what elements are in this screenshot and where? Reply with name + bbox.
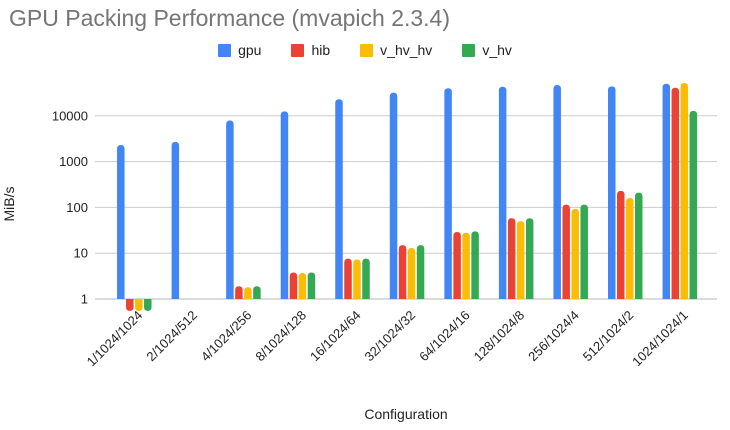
legend-swatch-gpu [218,43,232,57]
x-axis-title: Configuration [364,406,448,422]
x-tick-label: 1/1024/1024 [84,308,146,370]
y-tick-label: 100 [66,200,88,215]
bar-v_hv_hv-7[interactable] [516,221,525,299]
bar-hib-9[interactable] [617,190,625,299]
legend-item-v_hv_hv[interactable]: v_hv_hv [360,42,432,58]
legend: gpu hib v_hv_hv v_hv [0,40,730,60]
legend-label: v_hv_hv [380,42,433,58]
y-axis-title: MiB/s [1,186,17,222]
bar-gpu-1[interactable] [171,141,180,299]
bar-gpu-3[interactable] [280,111,289,300]
bar-hib-6[interactable] [453,232,461,299]
bar-hib-2[interactable] [235,286,243,299]
bar-v_hv_hv-9[interactable] [626,198,634,299]
bar-v_hv_hv-5[interactable] [407,247,416,299]
bar-v_hv_hv-8[interactable] [571,208,579,299]
legend-label: hib [311,42,331,58]
bar-v_hv-10[interactable] [689,110,698,299]
bar-v_hv-8[interactable] [580,204,588,299]
y-tick-label: 1000 [59,154,88,169]
bar-gpu-8[interactable] [553,85,561,300]
bar-v_hv-3[interactable] [307,272,316,299]
x-tick-label: 2/1024/512 [143,308,200,365]
bar-v_hv-4[interactable] [362,258,370,299]
x-tick-label: 128/1024/8 [471,308,528,365]
x-tick-label: 16/1024/64 [307,308,364,365]
bar-v_hv-9[interactable] [635,192,643,299]
legend-item-v_hv[interactable]: v_hv [462,42,512,58]
bar-v_hv_hv-3[interactable] [298,272,307,299]
x-tick-label: 256/1024/4 [525,308,582,365]
bar-v_hv_hv-0[interactable] [135,299,143,311]
legend-swatch-hib [291,43,305,57]
bar-gpu-0[interactable] [117,145,125,299]
bar-v_hv-2[interactable] [253,286,261,299]
bar-v_hv_hv-4[interactable] [353,259,361,299]
bar-hib-4[interactable] [344,258,352,299]
bar-v_hv_hv-10[interactable] [680,83,689,299]
legend-label: gpu [238,42,262,58]
x-tick-label: 4/1024/256 [198,308,255,365]
bar-gpu-4[interactable] [335,99,343,299]
bar-gpu-9[interactable] [608,86,616,299]
x-tick-label: 8/1024/128 [252,308,309,365]
legend-item-gpu[interactable]: gpu [218,42,261,58]
bar-gpu-10[interactable] [662,83,671,299]
bar-hib-8[interactable] [562,204,570,299]
x-tick-label: 32/1024/32 [362,308,419,365]
bar-hib-5[interactable] [398,245,407,299]
bar-v_hv-6[interactable] [471,231,479,299]
y-tick-label: 1 [81,292,88,307]
chart-title: GPU Packing Performance (mvapich 2.3.4) [9,5,451,31]
bar-v_hv-5[interactable] [416,245,425,299]
y-tick-label: 10000 [52,108,88,123]
x-tick-label: 512/1024/2 [580,308,637,365]
bar-v_hv_hv-2[interactable] [244,287,252,299]
bar-gpu-5[interactable] [389,92,398,300]
x-tick-label: 1024/1024/1 [629,308,691,370]
bar-hib-3[interactable] [289,272,298,299]
bar-v_hv_hv-6[interactable] [462,232,470,299]
x-tick-label: 64/1024/16 [416,308,473,365]
legend-swatch-v_hv [462,43,476,57]
bar-hib-0[interactable] [126,299,134,311]
bar-gpu-6[interactable] [444,88,452,300]
bar-hib-7[interactable] [507,218,516,299]
bar-gpu-2[interactable] [226,120,234,299]
bar-hib-10[interactable] [671,87,680,299]
legend-item-hib[interactable]: hib [291,42,330,58]
y-tick-label: 10 [74,246,88,261]
legend-label: v_hv [482,42,512,58]
bar-v_hv-7[interactable] [525,218,534,299]
legend-swatch-v_hv_hv [360,43,374,57]
bar-v_hv-0[interactable] [144,299,152,311]
bar-gpu-7[interactable] [498,86,507,300]
